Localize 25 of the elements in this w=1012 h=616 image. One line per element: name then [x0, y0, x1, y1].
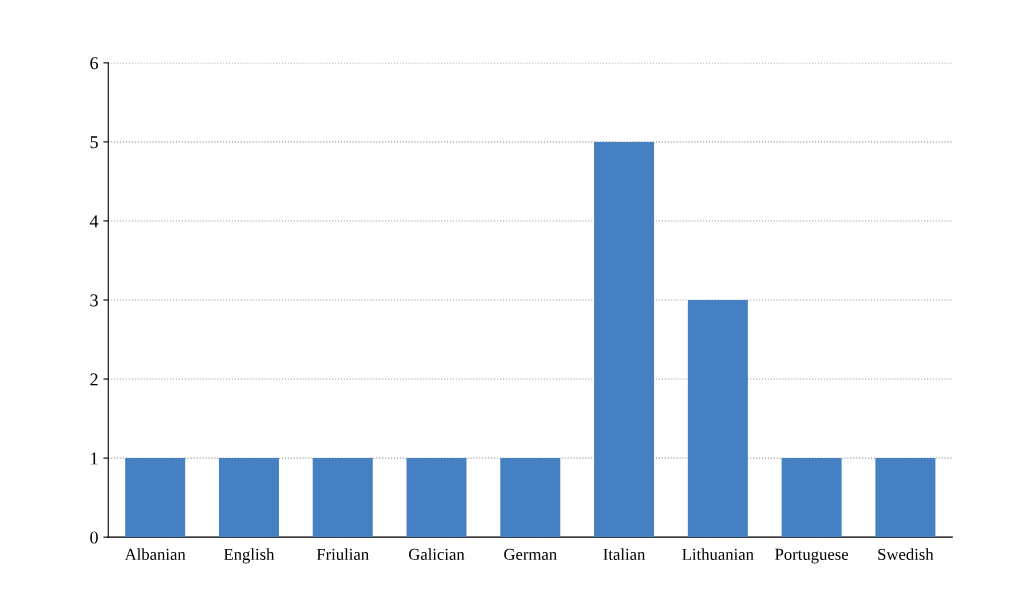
bar [781, 458, 842, 538]
x-tick-label: Galician [408, 548, 465, 560]
bar [875, 458, 936, 538]
x-tick-label: English [223, 548, 275, 564]
x-tick-label: Friulian [316, 548, 369, 560]
y-tick-label: 0 [90, 531, 98, 544]
y-tick-label: 4 [89, 215, 99, 228]
y-tick-label: 5 [90, 136, 98, 149]
x-tick-label: Italian [603, 548, 646, 560]
bar [312, 458, 373, 538]
x-tick-label: Albanian [124, 548, 186, 560]
y-tick-label: 1 [91, 452, 98, 465]
x-tick-label: Lithuanian [682, 548, 754, 560]
x-tick-label: German [504, 548, 557, 560]
x-tick-label: Portuguese [775, 548, 849, 564]
bar [406, 458, 467, 538]
bar [500, 458, 561, 538]
bar [125, 458, 186, 538]
y-tick-label: 3 [90, 294, 98, 307]
x-tick-label: Swedish [878, 548, 934, 560]
y-tick-label: 6 [90, 57, 99, 70]
bar [594, 141, 655, 538]
y-tick-label: 2 [90, 373, 98, 386]
bar [687, 299, 748, 538]
bar [218, 458, 279, 538]
